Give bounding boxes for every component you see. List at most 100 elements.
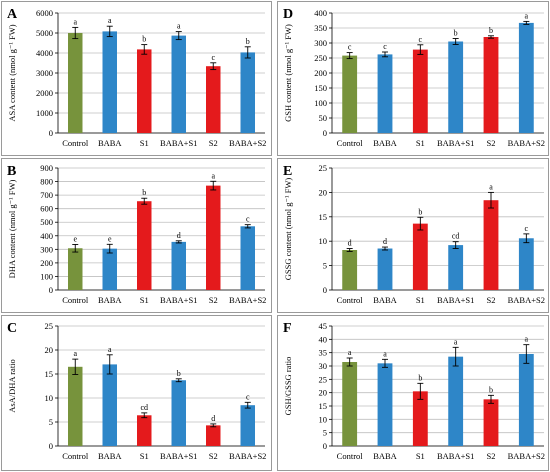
- panel-letter: B: [7, 164, 16, 179]
- bar: [412, 223, 428, 290]
- bar: [68, 33, 83, 133]
- bar: [342, 362, 358, 446]
- panel-frame: [1, 1, 272, 156]
- significance-letter: c: [348, 43, 352, 52]
- significance-letter: a: [211, 171, 215, 180]
- x-tick-label: BABA+S2: [508, 138, 545, 148]
- bar: [518, 238, 534, 290]
- x-tick-label: BABA+S1: [437, 451, 474, 461]
- x-tick-label: BABA: [98, 295, 122, 305]
- significance-letter: e: [108, 234, 112, 243]
- x-tick-label: BABA+S1: [437, 138, 474, 148]
- y-tick-label: 10: [319, 236, 328, 246]
- panel-letter: A: [7, 7, 18, 22]
- x-tick-label: BABA+S1: [437, 295, 474, 305]
- x-tick-label: BABA+S2: [229, 451, 266, 461]
- significance-letter: a: [73, 349, 77, 358]
- x-tick-label: S2: [487, 138, 496, 148]
- x-tick-label: Control: [62, 138, 89, 148]
- significance-letter: c: [246, 215, 250, 224]
- significance-letter: e: [73, 234, 77, 243]
- bar: [448, 245, 464, 290]
- significance-letter: a: [525, 335, 529, 344]
- significance-letter: a: [489, 182, 493, 191]
- y-tick-label: 0: [49, 441, 53, 451]
- bar: [412, 391, 428, 446]
- x-tick-label: Control: [337, 138, 364, 148]
- y-tick-label: 200: [40, 258, 53, 268]
- significance-letter: b: [489, 385, 493, 394]
- x-tick-label: BABA: [373, 295, 397, 305]
- bar: [412, 49, 428, 133]
- significance-letter: b: [142, 35, 146, 44]
- panel-letter: D: [283, 7, 293, 22]
- y-tick-label: 400: [40, 231, 53, 241]
- panel-frame: [1, 315, 272, 471]
- x-tick-label: S1: [140, 138, 149, 148]
- bar: [483, 200, 499, 290]
- panel-B: B 0 100 200 300 400 500 600 700 800 900 DHA content…: [1, 158, 272, 313]
- x-tick-label: S2: [487, 451, 496, 461]
- x-tick-label: Control: [337, 295, 364, 305]
- x-tick-label: S2: [487, 295, 496, 305]
- x-tick-label: Control: [62, 295, 89, 305]
- x-tick-label: BABA+S2: [229, 295, 266, 305]
- y-tick-label: 150: [314, 83, 327, 93]
- y-tick-label: 500: [40, 217, 53, 227]
- bar: [102, 364, 117, 446]
- y-tick-label: 5: [323, 428, 327, 438]
- significance-letter: c: [211, 53, 215, 62]
- y-axis-label: GSSG content (nmol g⁻¹ FW): [283, 178, 293, 281]
- y-tick-label: 5: [323, 261, 327, 271]
- significance-letter: b: [177, 369, 181, 378]
- y-axis-label: AsA/DHA ratio: [7, 359, 17, 413]
- significance-letter: d: [211, 414, 215, 423]
- y-tick-label: 20: [319, 388, 328, 398]
- y-tick-label: 250: [314, 53, 327, 63]
- y-tick-label: 15: [45, 369, 54, 379]
- bar: [206, 66, 221, 133]
- y-tick-label: 25: [319, 163, 328, 173]
- bar: [377, 248, 393, 290]
- y-tick-label: 40: [319, 334, 328, 344]
- y-axis-label: GSH content (nmol g⁻¹ FW): [283, 24, 293, 122]
- x-tick-label: Control: [62, 451, 89, 461]
- y-tick-label: 1000: [36, 108, 53, 118]
- bar: [377, 363, 393, 446]
- y-tick-label: 10: [45, 393, 54, 403]
- panel-letter: E: [283, 164, 292, 179]
- significance-letter: c: [383, 42, 387, 51]
- significance-letter: a: [454, 337, 458, 346]
- significance-letter: b: [454, 29, 458, 38]
- y-axis-label: DHA content (nmol g⁻¹ FW): [7, 180, 17, 279]
- y-tick-label: 4000: [36, 48, 53, 58]
- bar: [377, 54, 393, 133]
- y-tick-label: 15: [319, 212, 328, 222]
- x-tick-label: S1: [140, 295, 149, 305]
- panel-A: A 0 1000 2000 3000 4000 5000 6000 ASA content (n…: [1, 1, 272, 156]
- x-tick-label: Control: [337, 451, 364, 461]
- panel-E: E 0 5 10 15 20 25 GSSG content (nmol g⁻¹ FW) d Co…: [277, 158, 549, 313]
- y-tick-label: 15: [319, 401, 328, 411]
- y-tick-label: 10: [319, 414, 328, 424]
- significance-letter: d: [383, 237, 387, 246]
- x-tick-label: S2: [209, 451, 218, 461]
- y-tick-label: 100: [40, 271, 53, 281]
- bar: [171, 380, 186, 446]
- y-tick-label: 0: [323, 128, 327, 138]
- significance-letter: a: [177, 22, 181, 31]
- y-tick-label: 50: [319, 113, 328, 123]
- significance-letter: b: [418, 207, 422, 216]
- bar: [206, 185, 221, 290]
- bar: [137, 415, 152, 446]
- significance-letter: b: [489, 26, 493, 35]
- x-tick-label: S1: [416, 451, 425, 461]
- significance-letter: d: [177, 231, 181, 240]
- y-tick-label: 2000: [36, 88, 53, 98]
- significance-letter: c: [246, 392, 250, 401]
- bar: [342, 55, 358, 133]
- bar: [240, 52, 255, 133]
- significance-letter: a: [348, 348, 352, 357]
